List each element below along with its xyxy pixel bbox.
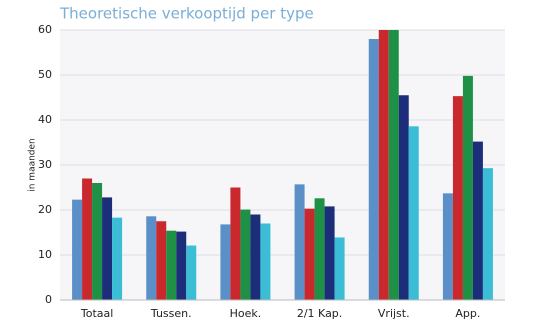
bar [334,237,345,300]
bar [176,231,187,300]
bar [220,224,231,300]
bar [398,95,409,300]
bar [472,141,483,300]
y-tick-label: 40 [38,113,52,126]
y-tick-label: 10 [38,248,52,261]
x-tick-label: Vrijst. [378,307,410,320]
bar [146,216,157,300]
bar [452,96,463,301]
bar [408,126,419,300]
bar [442,193,453,300]
bar [156,221,167,300]
bar [260,223,271,300]
y-tick-label: 20 [38,203,52,216]
x-tick-label: App. [455,307,480,320]
bar [186,245,197,300]
bar [294,184,305,300]
y-tick-label: 30 [38,158,52,171]
bar [72,199,83,300]
bar [82,178,93,300]
bar [462,75,473,301]
x-tick-label: Totaal [80,307,113,320]
bar [378,30,389,300]
bar [240,209,251,300]
bar [314,198,325,300]
bar [482,168,493,300]
bar [166,230,177,300]
y-tick-label: 0 [45,293,52,306]
bar [250,214,261,300]
x-tick-label: Hoek. [230,307,262,320]
bar [92,183,103,300]
bar [304,208,315,300]
bar [112,217,123,300]
bar [388,30,399,300]
bar [324,206,335,300]
x-tick-label: Tussen. [150,307,192,320]
bar [102,197,113,300]
x-tick-label: 2/1 Kap. [297,307,342,320]
bar [368,39,379,300]
bar [230,187,241,300]
y-tick-label: 60 [38,23,52,36]
chart-title: Theoretische verkooptijd per type [59,5,314,23]
y-axis-label: in maanden [28,138,38,192]
y-tick-label: 50 [38,68,52,81]
